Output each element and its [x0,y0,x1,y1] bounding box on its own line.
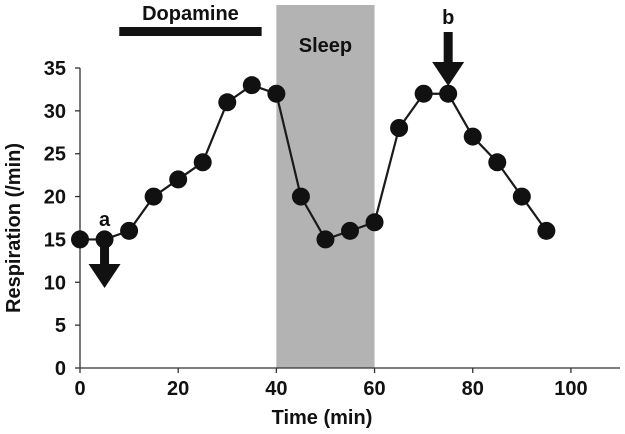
data-point [512,187,531,206]
sleep-shaded-region [276,5,375,368]
y-tick-label: 20 [44,187,66,209]
arrow-head [432,62,465,86]
data-point [218,93,237,112]
data-point [414,84,433,103]
y-tick-label: 10 [44,272,66,294]
arrow-b: b [432,7,465,86]
data-point [439,84,458,103]
arrow-head [88,264,121,288]
data-point [341,221,359,240]
x-axis-title: Time (min) [272,407,373,429]
arrow-shaft [443,32,453,63]
data-point [365,213,384,232]
x-tick-label: 60 [363,378,385,400]
arrow-shaft [100,234,110,265]
y-tick-label: 0 [55,358,66,380]
dopamine-label: Dopamine [142,3,239,25]
y-tick-label: 5 [55,315,66,337]
axes: 0 5 10 15 20 25 30 35 0 20 40 60 80 100 [44,58,620,400]
data-point [120,221,139,240]
y-tick-label: 30 [44,101,66,123]
arrow-annotations: ab [88,7,465,288]
x-tick-label: 20 [167,378,189,400]
data-point [169,170,188,189]
y-tick-label: 25 [44,144,66,166]
data-point [193,153,212,172]
data-point [144,187,163,206]
data-point [316,230,335,249]
data-point [537,221,556,240]
y-tick-label: 35 [44,58,66,80]
data-point [71,230,89,249]
x-tick-label: 0 [74,378,85,400]
sleep-label: Sleep [299,35,352,57]
data-point [267,84,286,103]
y-tick-label: 15 [44,229,66,251]
data-point [291,187,310,206]
arrow-label: a [99,209,111,231]
arrow-label: b [442,7,454,29]
x-tick-label: 100 [554,378,587,400]
data-point [463,127,482,146]
dopamine-bar [119,27,262,36]
y-axis-title: Respiration (/min) [3,143,25,313]
data-point [242,76,261,95]
x-tick-label: 40 [265,378,287,400]
data-point [390,119,409,137]
x-tick-label: 80 [462,378,484,400]
arrow-a: a [88,209,121,288]
data-point [488,153,507,172]
